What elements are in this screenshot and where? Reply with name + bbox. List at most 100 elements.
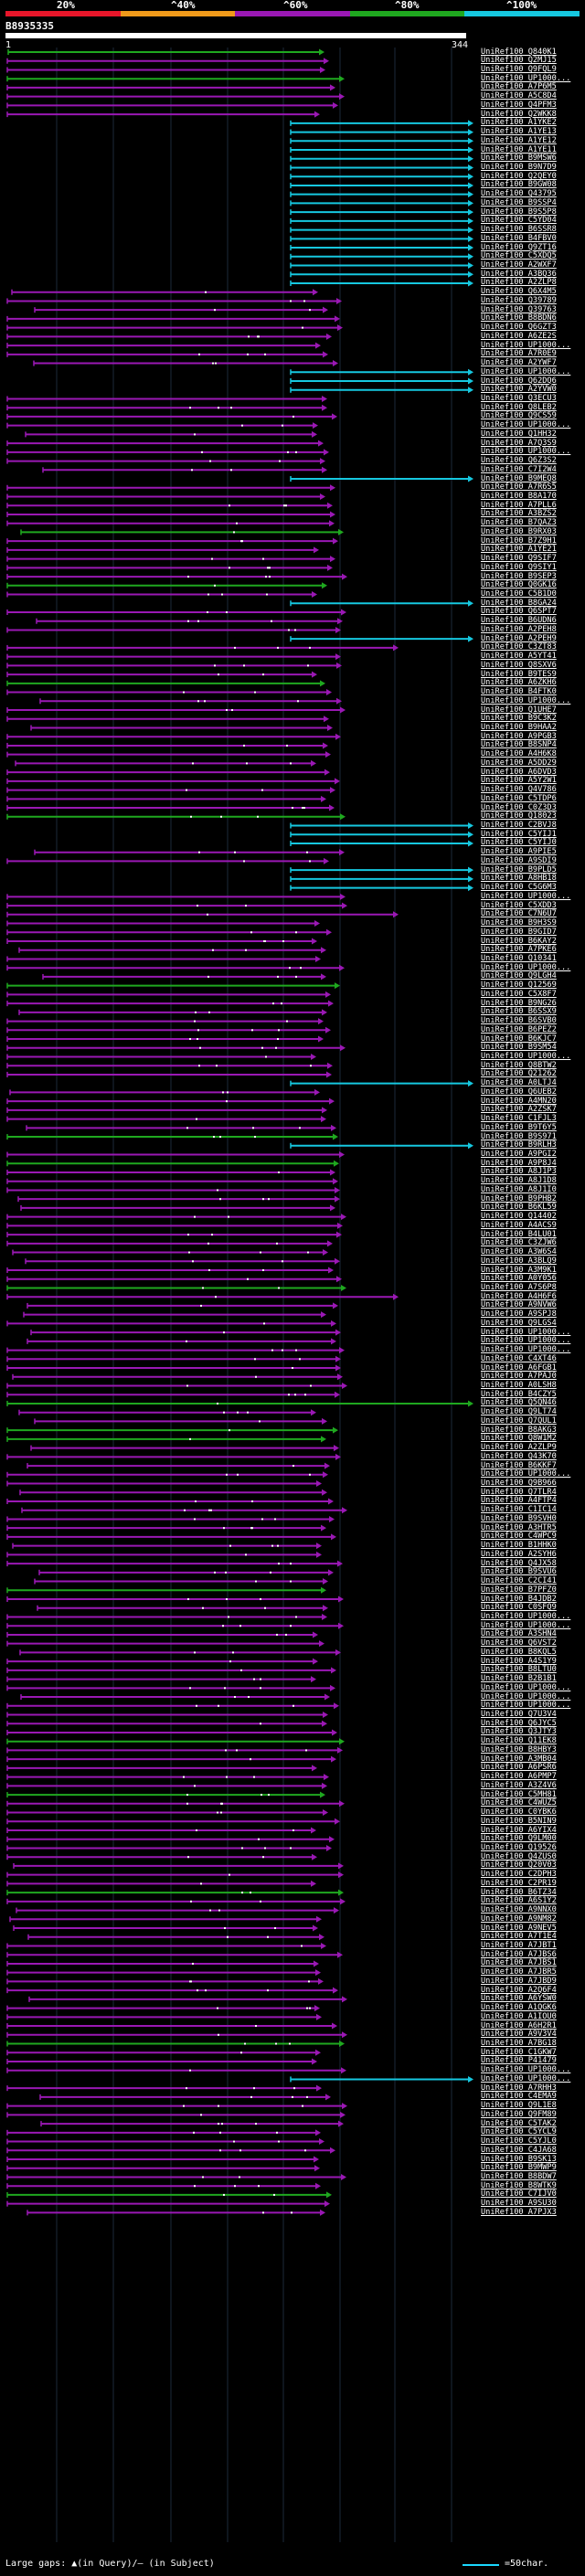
hit-label[interactable]: UniRef100_UP1000... — [481, 891, 571, 901]
hit-label[interactable]: UniRef100_B8KQL5 — [481, 1647, 557, 1657]
hit-label[interactable]: UniRef100_A6PSR6 — [481, 1763, 557, 1773]
hit-label[interactable]: UniRef100_Q3ECU3 — [481, 393, 557, 403]
hit-label[interactable]: UniRef100_A3W6S4 — [481, 1247, 557, 1257]
hit-label[interactable]: UniRef100_P41479 — [481, 2056, 557, 2066]
hit-label[interactable]: UniRef100_Q9FM89 — [481, 2109, 557, 2119]
hit-label[interactable]: UniRef100_A2WXF7 — [481, 260, 557, 270]
hit-label[interactable]: UniRef100_A9V3V4 — [481, 2030, 557, 2040]
hit-label[interactable]: UniRef100_C5TAK2 — [481, 2118, 557, 2128]
hit-label[interactable]: UniRef100_C5YIJ0 — [481, 838, 557, 848]
hit-label[interactable]: UniRef100_B9MSW6 — [481, 154, 557, 164]
hit-label[interactable]: UniRef100_Q7TLR4 — [481, 1487, 557, 1497]
hit-label[interactable]: UniRef100_B9GID7 — [481, 927, 557, 937]
hit-label[interactable]: UniRef100_Q6JYC5 — [481, 1718, 557, 1728]
hit-label[interactable]: UniRef100_A9P8J4 — [481, 1158, 557, 1168]
hit-label[interactable]: UniRef100_A9PGI2 — [481, 1150, 557, 1160]
hit-label[interactable]: UniRef100_A7JBR5 — [481, 1967, 557, 1977]
hit-label[interactable]: UniRef100_A6ZKH6 — [481, 678, 557, 688]
hit-label[interactable]: UniRef100_Q18023 — [481, 811, 557, 822]
hit-label[interactable]: UniRef100_UP1000... — [481, 962, 571, 972]
hit-label[interactable]: UniRef100_Q9SIF7 — [481, 554, 557, 564]
hit-label[interactable]: UniRef100_C7N6U7 — [481, 909, 557, 919]
hit-label[interactable]: UniRef100_A2ZLP8 — [481, 278, 557, 288]
hit-label[interactable]: UniRef100_Q5QN46 — [481, 1398, 557, 1408]
hit-label[interactable]: UniRef100_Q9L1E8 — [481, 2101, 557, 2111]
hit-label[interactable]: UniRef100_Q9SIY1 — [481, 562, 557, 572]
hit-label[interactable]: UniRef100_B4FTK0 — [481, 687, 557, 697]
hit-label[interactable]: UniRef100_Q9LGH4 — [481, 971, 557, 981]
hit-label[interactable]: UniRef100_UP1000... — [481, 1682, 571, 1692]
hit-label[interactable]: UniRef100_UP1000... — [481, 695, 571, 705]
hit-label[interactable]: UniRef100_Q7QUL1 — [481, 1415, 557, 1426]
hit-label[interactable]: UniRef100_A9PGB3 — [481, 731, 557, 741]
hit-label[interactable]: UniRef100_B8BDN6 — [481, 313, 557, 323]
hit-label[interactable]: UniRef100_B8A170 — [481, 492, 557, 501]
hit-label[interactable]: UniRef100_B1HHK0 — [481, 1541, 557, 1551]
hit-label[interactable]: UniRef100_Q6Z3S2 — [481, 456, 557, 466]
hit-label[interactable]: UniRef100_B6KL59 — [481, 1203, 557, 1213]
hit-label[interactable]: UniRef100_A7JBT1 — [481, 1940, 557, 1950]
hit-label[interactable]: UniRef100_A5YT41 — [481, 652, 557, 662]
hit-label[interactable]: UniRef100_C5G6M3 — [481, 883, 557, 893]
hit-label[interactable]: UniRef100_C2BVJ8 — [481, 821, 557, 830]
hit-label[interactable]: UniRef100_Q0GK16 — [481, 580, 557, 590]
hit-label[interactable]: UniRef100_B9SM54 — [481, 1043, 557, 1053]
hit-label[interactable]: UniRef100_B9SVU6 — [481, 1567, 557, 1577]
hit-label[interactable]: UniRef100_A7PLL6 — [481, 500, 557, 510]
hit-label[interactable]: UniRef100_A6H2R1 — [481, 2020, 557, 2030]
hit-label[interactable]: UniRef100_Q9CS59 — [481, 411, 557, 421]
hit-label[interactable]: UniRef100_C7I2W4 — [481, 464, 557, 474]
hit-label[interactable]: UniRef100_UP1000... — [481, 2065, 571, 2075]
hit-label[interactable]: UniRef100_B6KAY2 — [481, 936, 557, 946]
hit-label[interactable]: UniRef100_A5Y2W1 — [481, 776, 557, 786]
hit-label[interactable]: UniRef100_B9MWP9 — [481, 2163, 557, 2173]
hit-label[interactable]: UniRef100_UP1000... — [481, 2073, 571, 2083]
hit-label[interactable]: UniRef100_B8AKG3 — [481, 1425, 557, 1435]
hit-label[interactable]: UniRef100_B7QAZ3 — [481, 518, 557, 528]
hit-label[interactable]: UniRef100_A3Z4V6 — [481, 1780, 557, 1790]
hit-label[interactable]: UniRef100_A2YVW0 — [481, 385, 557, 395]
hit-label[interactable]: UniRef100_B9TES9 — [481, 669, 557, 679]
hit-label[interactable]: UniRef100_Q14402 — [481, 1212, 557, 1222]
hit-label[interactable]: UniRef100_A7R6S5 — [481, 482, 557, 493]
hit-label[interactable]: UniRef100_A4H6F6 — [481, 1291, 557, 1301]
hit-label[interactable]: UniRef100_A7Q3S9 — [481, 438, 557, 448]
hit-label[interactable]: UniRef100_A4H6K8 — [481, 749, 557, 759]
hit-label[interactable]: UniRef100_B6SSR8 — [481, 225, 557, 235]
hit-label[interactable]: UniRef100_A9NVW6 — [481, 1300, 557, 1310]
hit-label[interactable]: UniRef100_Q6GZT3 — [481, 323, 557, 333]
hit-label[interactable]: UniRef100_B9SK13 — [481, 2154, 557, 2164]
hit-label[interactable]: UniRef100_Q43795 — [481, 189, 557, 199]
hit-label[interactable]: UniRef100_B9S971 — [481, 1131, 557, 1141]
hit-label[interactable]: UniRef100_UP1000... — [481, 420, 571, 430]
hit-label[interactable]: UniRef100_UP1000... — [481, 73, 571, 83]
hit-label[interactable]: UniRef100_A7BG18 — [481, 2039, 557, 2049]
hit-label[interactable]: UniRef100_A7R0E9 — [481, 349, 557, 359]
hit-label[interactable]: UniRef100_A6FGB1 — [481, 1362, 557, 1373]
hit-label[interactable]: UniRef100_A1YE11 — [481, 144, 557, 154]
hit-label[interactable]: UniRef100_B7PFZ0 — [481, 1585, 557, 1595]
hit-label[interactable]: UniRef100_B4CZY5 — [481, 1389, 557, 1399]
hit-label[interactable]: UniRef100_A2YWF7 — [481, 358, 557, 368]
hit-label[interactable]: UniRef100_A3BLQ9 — [481, 1256, 557, 1266]
hit-label[interactable]: UniRef100_A8J1D8 — [481, 1176, 557, 1186]
hit-label[interactable]: UniRef100_Q4PFM3 — [481, 100, 557, 110]
hit-label[interactable]: UniRef100_A3HTR5 — [481, 1522, 557, 1532]
hit-label[interactable]: UniRef100_A5C8D4 — [481, 91, 557, 101]
hit-label[interactable]: UniRef100_C5YD04 — [481, 216, 557, 226]
hit-label[interactable]: UniRef100_A7PAJ0 — [481, 1372, 557, 1382]
hit-label[interactable]: UniRef100_A6DVD3 — [481, 767, 557, 777]
hit-label[interactable]: UniRef100_UP1000... — [481, 1345, 571, 1355]
hit-label[interactable]: UniRef100_A0LSH8 — [481, 1381, 557, 1390]
hit-label[interactable]: UniRef100_Q39763 — [481, 304, 557, 314]
hit-label[interactable]: UniRef100_C5YCL9 — [481, 2127, 557, 2137]
hit-label[interactable]: UniRef100_A9NEV5 — [481, 1923, 557, 1933]
hit-label[interactable]: UniRef100_C5XDD3 — [481, 900, 557, 910]
hit-label[interactable]: UniRef100_A6YIX4 — [481, 1825, 557, 1835]
hit-label[interactable]: UniRef100_A0Y056 — [481, 1274, 557, 1284]
hit-label[interactable]: UniRef100_B9GW08 — [481, 180, 557, 190]
hit-label[interactable]: UniRef100_Q4V786 — [481, 785, 557, 795]
hit-label[interactable]: UniRef100_UP1000... — [481, 1469, 571, 1479]
hit-label[interactable]: UniRef100_A6PMP7 — [481, 1772, 557, 1782]
hit-label[interactable]: UniRef100_Q43K70 — [481, 1451, 557, 1461]
